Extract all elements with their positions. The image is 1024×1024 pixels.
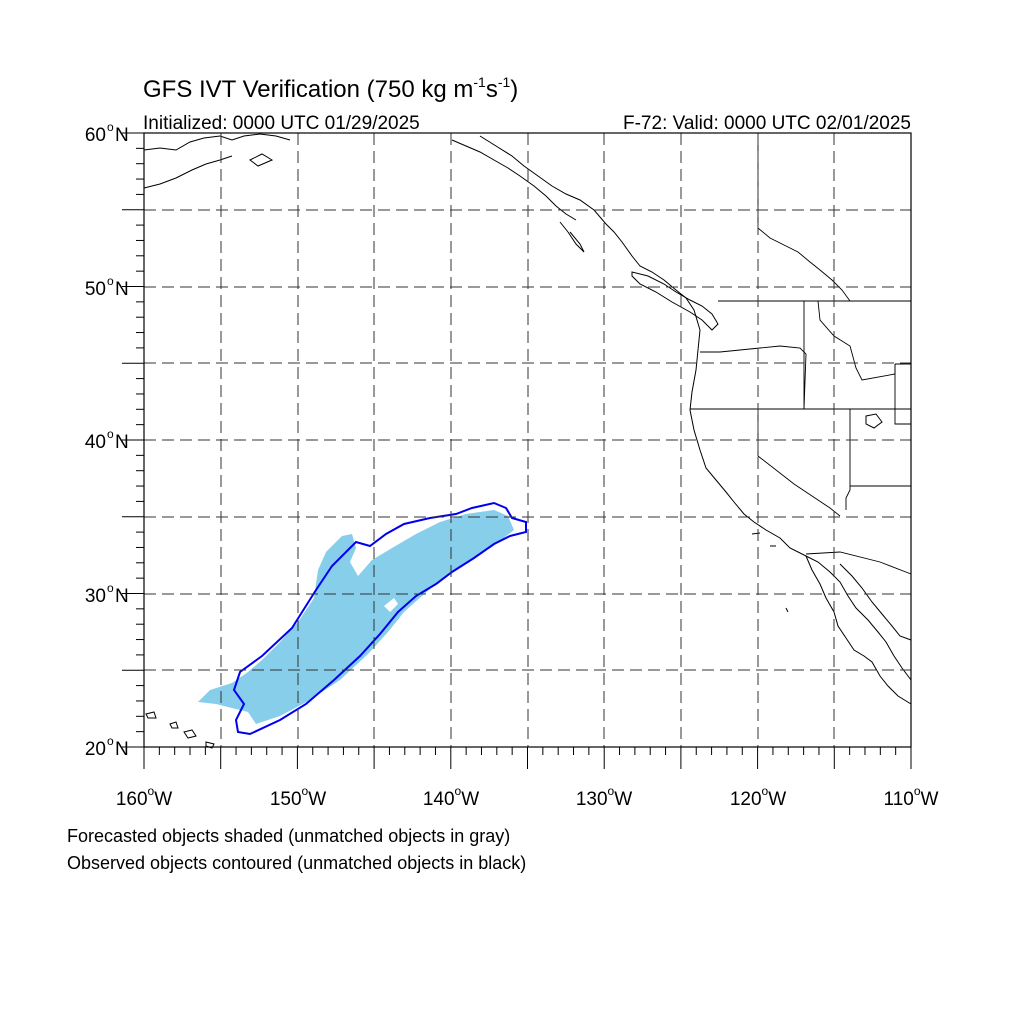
initialized-label: Initialized: 0000 UTC 01/29/2025 xyxy=(143,113,420,134)
observed-object-contour xyxy=(232,501,527,736)
lon-label-140: 140oW xyxy=(423,784,479,810)
lon-label-150: 150oW xyxy=(270,784,326,810)
lat-label-20: 20 xyxy=(85,739,106,760)
map-title: GFS IVT Verification (750 kg m-1s-1) xyxy=(143,74,518,103)
border-wy-co xyxy=(894,363,911,425)
lat-deg-40: o xyxy=(107,427,114,441)
border-us-mexico xyxy=(805,551,912,575)
lat-n-50: N xyxy=(115,279,129,300)
lat-deg-60: o xyxy=(107,120,114,134)
lat-n-30: N xyxy=(115,586,129,607)
valid-label: F-72: Valid: 0000 UTC 02/01/2025 xyxy=(623,113,911,134)
lat-axis-labels: 60 50 40 30 20 o N o N o N o N o N xyxy=(85,120,129,760)
border-id-mt xyxy=(803,300,896,409)
coastline-north-america xyxy=(479,135,912,681)
lon-label-110: 110oW xyxy=(884,784,939,810)
coastline-bc-islands xyxy=(559,221,719,331)
border-nv-ut xyxy=(845,409,851,510)
lon-label-130: 130oW xyxy=(576,784,632,810)
axis-ticks xyxy=(122,132,912,769)
lat-n-20: N xyxy=(115,739,129,760)
lon-axis-labels: 160oW 150oW 140oW 130oW 120oW 110oW xyxy=(116,784,939,810)
note-forecast: Forecasted objects shaded (unmatched obj… xyxy=(67,826,510,846)
coastline-alaska xyxy=(143,133,291,189)
border-canada-west xyxy=(757,227,851,302)
lat-deg-20: o xyxy=(107,734,114,748)
lat-n-40: N xyxy=(115,432,129,453)
lat-deg-50: o xyxy=(107,274,114,288)
lat-label-60: 60 xyxy=(85,125,106,146)
lat-deg-30: o xyxy=(107,581,114,595)
border-wa-or xyxy=(700,345,807,410)
lat-label-30: 30 xyxy=(85,586,106,607)
forecast-gap xyxy=(384,598,398,612)
lat-label-50: 50 xyxy=(85,279,106,300)
map-panel xyxy=(122,132,912,769)
note-observed: Observed objects contoured (unmatched ob… xyxy=(67,853,526,873)
lat-label-40: 40 xyxy=(85,432,106,453)
lat-n-60: N xyxy=(115,125,129,146)
coastline-baja xyxy=(805,555,912,705)
coastline-alaska-panhandle xyxy=(451,139,577,221)
coastline-channel-islands xyxy=(751,413,883,613)
lon-label-160: 160oW xyxy=(116,784,172,810)
coastline-hawaii xyxy=(145,711,215,749)
lon-label-120: 120oW xyxy=(730,784,786,810)
coastline-mexico-mainland xyxy=(839,563,912,641)
border-ca-nv xyxy=(757,409,841,517)
